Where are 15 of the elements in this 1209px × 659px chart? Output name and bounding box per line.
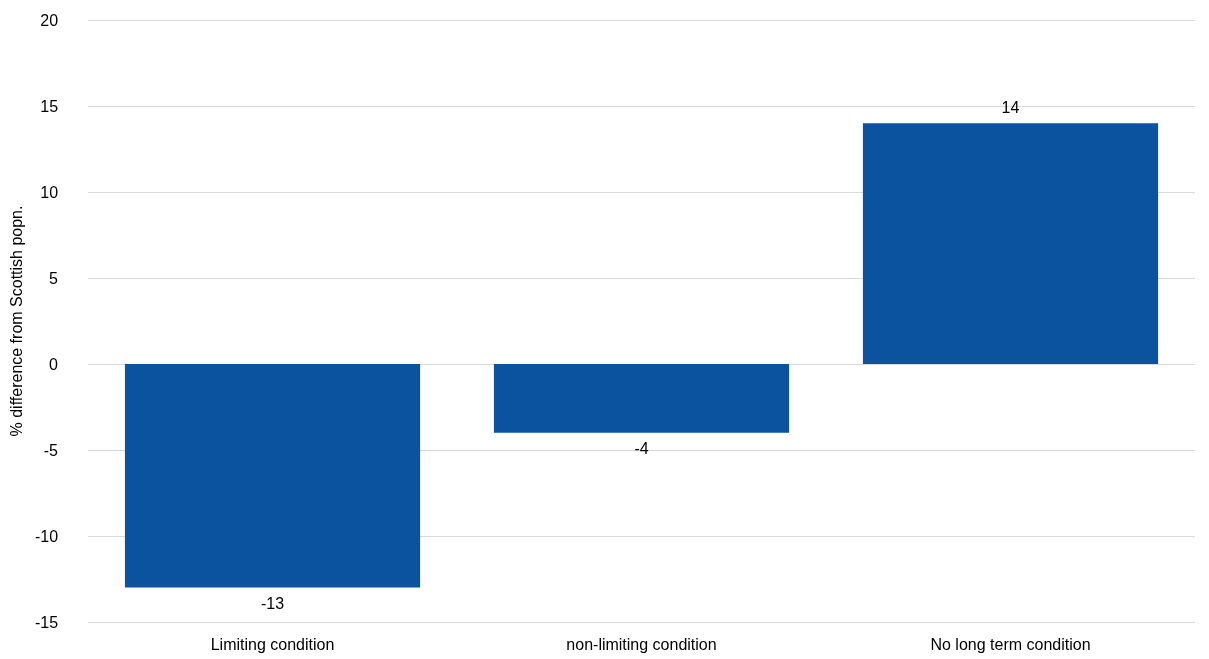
y-tick-label: 5 xyxy=(49,269,59,287)
y-tick-label: -5 xyxy=(43,441,59,459)
y-tick-label: -10 xyxy=(34,527,59,545)
data-label: -13 xyxy=(260,595,285,613)
y-tick-label: -15 xyxy=(34,613,59,631)
data-label: -4 xyxy=(634,440,649,458)
x-tick-label: non-limiting condition xyxy=(566,635,717,653)
y-tick-label: 15 xyxy=(40,97,59,115)
x-tick-label: No long term condition xyxy=(930,635,1091,653)
y-tick-label: 0 xyxy=(49,355,59,373)
x-tick-label: Limiting condition xyxy=(210,635,335,653)
y-axis-title: % difference from Scottish popn. xyxy=(7,205,25,437)
data-label: 14 xyxy=(1001,98,1020,116)
y-tick-label: 20 xyxy=(40,11,59,29)
y-tick-label: 10 xyxy=(40,183,59,201)
